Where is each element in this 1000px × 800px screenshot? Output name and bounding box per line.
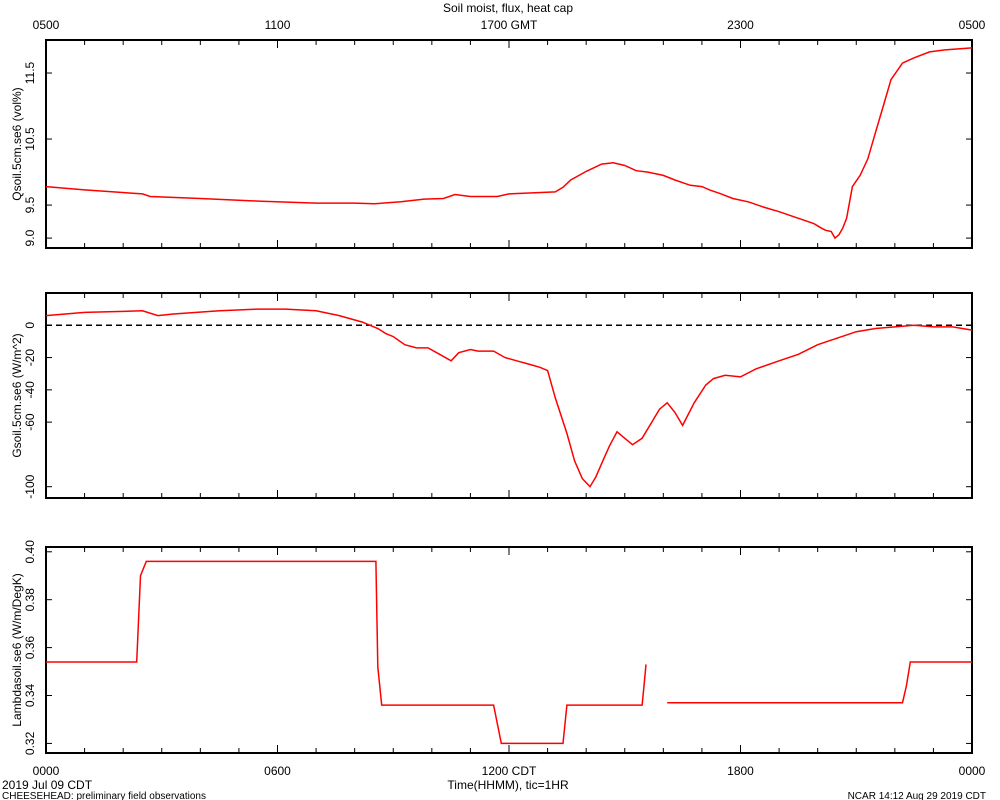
y-tick-label: 0.36 [23,636,37,660]
series-line [667,661,972,704]
top-tick-label: 1700 GMT [481,18,538,32]
top-tick-label: 2300 [727,18,754,32]
chart-title: Soil moist, flux, heat cap [443,1,573,15]
conductivity-panel: 0.32 0.34 0.36 0.38 0.40 Lambdasoil.se6 (W/m/… [10,540,973,755]
date-label: 2019 Jul 09 CDT [2,778,93,792]
bottom-tick-label: 0600 [264,764,291,778]
top-tick-label: 0500 [33,18,60,32]
y-tick-label: 0.40 [23,540,37,564]
y-tick-label: 0.38 [23,588,37,612]
y-tick-label: 9.0 [23,229,37,246]
y-tick-label: -60 [23,413,37,431]
bottom-tick-label: 1800 [727,764,754,778]
panel-frame [45,39,973,249]
y-axis-label: Gsoil.5cm.se6 (W/m^2) [10,333,24,457]
bottom-tick-label: 0000 [33,764,60,778]
bottom-axis: 0000 0600 1200 CDT 1800 0000 [33,764,986,778]
panel-frame [45,546,973,754]
top-axis: 0500 1100 1700 GMT 2300 0500 [33,18,986,32]
y-tick-label: 0.34 [23,684,37,708]
y-tick-label: 0 [23,322,37,329]
bottom-tick-label: 0000 [959,764,986,778]
y-tick-label: 0.32 [23,731,37,755]
footer-right: NCAR 14:12 Aug 29 2019 CDT [848,791,986,800]
series-line [45,47,973,240]
bottom-tick-label: 1200 CDT [482,764,537,778]
y-tick-label: 10.5 [23,127,37,151]
y-tick-label: -20 [23,349,37,367]
panel-frame [45,292,973,499]
top-tick-label: 1100 [265,18,291,32]
y-axis-label: Qsoil.5cm.se6 (vol%) [10,87,24,200]
top-tick-label: 0500 [959,18,986,32]
footer-left: CHEESEHEAD: preliminary field observatio… [2,791,206,800]
series-line [45,308,973,488]
y-tick-label: 9.5 [23,196,37,213]
moisture-panel: 9.0 9.5 10.5 11.5 Qsoil.5cm.se6 (vol%) [10,39,973,249]
series-line [46,560,647,745]
y-tick-label: -40 [23,381,37,399]
x-axis-label: Time(HHMM), tic=1HR [447,778,569,792]
heat-flux-panel: 0 -20 -40 -60 -100 Gsoil.5cm.se6 (W/m^2) [10,292,973,499]
y-tick-label: -100 [23,474,37,498]
y-tick-label: 11.5 [23,61,37,84]
y-axis-label: Lambdasoil.se6 (W/m/DegK) [10,573,24,726]
